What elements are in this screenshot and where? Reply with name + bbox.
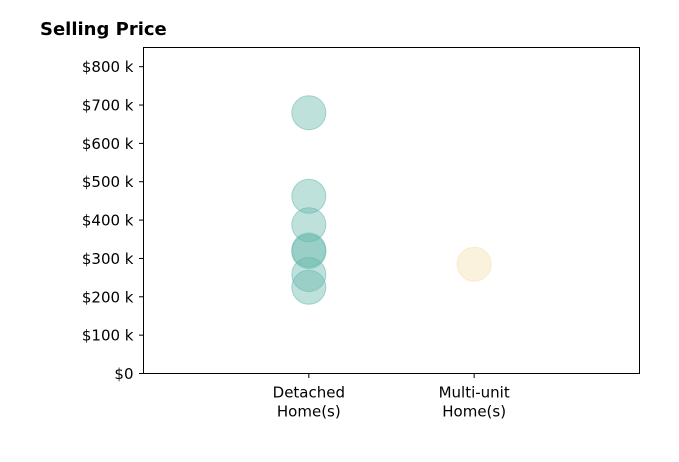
y-tick-label-3: $300 k bbox=[82, 250, 134, 268]
y-tick-label-4: $400 k bbox=[82, 212, 134, 230]
y-tick-label-8: $800 k bbox=[82, 58, 134, 76]
y-tick-label-7: $700 k bbox=[82, 97, 134, 115]
y-tick-label-2: $200 k bbox=[82, 288, 134, 306]
x-axis: Detached Home(s) Multi-unit Home(s) bbox=[273, 373, 510, 421]
x-tick-label-1: Multi-unit Home(s) bbox=[439, 384, 510, 421]
data-point-0-5 bbox=[291, 257, 327, 293]
y-tick-label-6: $600 k bbox=[82, 135, 134, 153]
data-point-0-1 bbox=[291, 178, 327, 214]
plot-area-frame bbox=[143, 47, 640, 374]
data-points bbox=[291, 95, 492, 305]
chart-title: Selling Price bbox=[40, 19, 167, 40]
data-point-0-0 bbox=[291, 95, 327, 131]
data-point-0-6 bbox=[291, 269, 327, 305]
y-tick-label-1: $100 k bbox=[82, 327, 134, 345]
data-point-1-0 bbox=[456, 246, 492, 282]
y-tick-label-5: $500 k bbox=[82, 173, 134, 191]
x-tick-label-0: Detached Home(s) bbox=[273, 384, 345, 421]
y-axis: $0 $100 k $200 k $300 k $400 k $500 k $600 k $7… bbox=[82, 58, 144, 383]
data-point-0-2 bbox=[291, 207, 327, 243]
y-tick-label-0: $0 bbox=[114, 365, 133, 383]
